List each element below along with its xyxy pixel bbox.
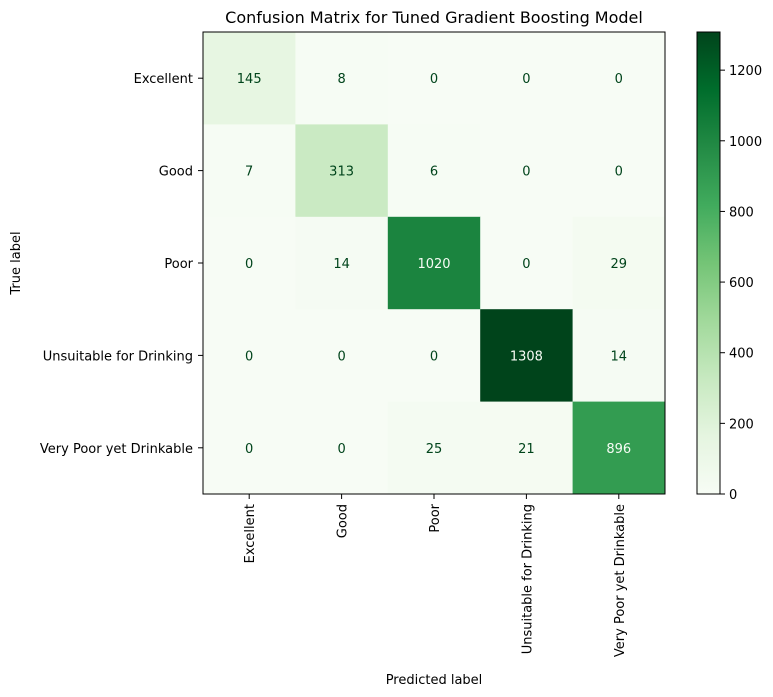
heatmap-cells: 145 8 0 0 0 7 313 6 0 0 0 14 1020 0 29 0 0 0 1308 14 0 0 25 21 8… [203, 32, 666, 495]
colorbar-tick-label-600: 600 [729, 276, 754, 291]
cell-value-4-4: 896 [606, 442, 631, 457]
chart-title: Confusion Matrix for Tuned Gradient Boos… [225, 8, 643, 27]
cell-value-3-4: 14 [611, 349, 628, 364]
cell-4-0 [203, 401, 296, 495]
cell-3-3 [480, 309, 573, 402]
y-tick-label-very-poor-yet-drinkable: Very Poor yet Drinkable [40, 442, 193, 457]
cell-value-0-0: 145 [237, 72, 262, 87]
colorbar-tick-label-1000: 1000 [729, 135, 762, 150]
cell-2-2 [387, 216, 481, 310]
x-tick-label-poor: Poor [428, 503, 443, 532]
cell-value-1-0: 7 [245, 165, 253, 180]
cell-4-3 [480, 401, 573, 495]
cell-3-0 [203, 309, 296, 402]
cell-value-3-2: 0 [430, 349, 438, 364]
cell-value-0-2: 0 [430, 72, 438, 87]
cell-0-1 [295, 32, 389, 125]
colorbar-tick-label-400: 400 [729, 347, 754, 362]
y-axis-ticks: Excellent Good Poor Unsuitable for Drinking… [40, 72, 203, 457]
colorbar-tick-label-1200: 1200 [729, 64, 762, 79]
cell-value-2-3: 0 [522, 257, 530, 272]
cell-value-2-4: 29 [611, 257, 628, 272]
cell-1-4 [572, 124, 666, 218]
cell-4-2 [387, 401, 481, 495]
cell-value-4-2: 25 [426, 442, 443, 457]
cell-value-2-1: 14 [333, 257, 350, 272]
cell-value-0-1: 8 [337, 72, 345, 87]
cell-value-3-1: 0 [337, 349, 345, 364]
cell-value-2-2: 1020 [417, 257, 450, 272]
cell-value-3-0: 0 [245, 349, 253, 364]
cell-3-4 [572, 309, 666, 402]
cell-1-2 [387, 124, 481, 218]
y-tick-label-good: Good [159, 165, 193, 180]
cell-value-4-0: 0 [245, 442, 253, 457]
x-axis-ticks: Excellent Good Poor Unsuitable for Drinking… [243, 494, 628, 657]
x-tick-label-good: Good [336, 504, 351, 538]
cell-value-3-3: 1308 [510, 349, 543, 364]
x-tick-label-very-poor-yet-drinkable: Very Poor yet Drinkable [613, 504, 628, 657]
x-tick-label-excellent: Excellent [243, 504, 258, 563]
cell-4-4 [572, 401, 666, 495]
cell-1-3 [480, 124, 573, 218]
cell-value-1-2: 6 [430, 165, 438, 180]
cell-value-0-3: 0 [522, 72, 530, 87]
cell-2-0 [203, 216, 296, 310]
cell-0-4 [572, 32, 666, 125]
cell-2-1 [295, 216, 389, 310]
cell-0-0 [203, 32, 296, 125]
colorbar-tick-label-0: 0 [729, 488, 737, 503]
colorbar: 0 200 400 600 800 1000 1200 [696, 31, 762, 503]
colorbar-tick-label-800: 800 [729, 205, 754, 220]
cell-1-0 [203, 124, 296, 218]
cell-value-1-4: 0 [615, 165, 623, 180]
colorbar-gradient [696, 31, 721, 495]
cell-value-1-3: 0 [522, 165, 530, 180]
cell-value-1-1: 313 [329, 165, 354, 180]
cell-4-1 [295, 401, 389, 495]
cell-0-3 [480, 32, 573, 125]
y-tick-label-excellent: Excellent [134, 72, 193, 87]
cell-0-2 [387, 32, 481, 125]
cell-1-1 [295, 124, 389, 218]
cell-value-4-1: 0 [337, 442, 345, 457]
cell-value-2-0: 0 [245, 257, 253, 272]
cell-value-4-3: 21 [518, 442, 535, 457]
y-axis-title: True label [9, 231, 24, 295]
cell-2-4 [572, 216, 666, 310]
cell-value-0-4: 0 [615, 72, 623, 87]
cell-3-2 [387, 309, 481, 402]
x-tick-label-unsuitable-for-drinking: Unsuitable for Drinking [520, 504, 535, 654]
cell-2-3 [480, 216, 573, 310]
x-axis-title: Predicted label [386, 673, 483, 688]
cell-3-1 [295, 309, 389, 402]
plot-frame [202, 31, 666, 495]
y-tick-label-unsuitable-for-drinking: Unsuitable for Drinking [43, 349, 193, 364]
y-tick-label-poor: Poor [164, 257, 193, 272]
colorbar-tick-label-200: 200 [729, 417, 754, 432]
